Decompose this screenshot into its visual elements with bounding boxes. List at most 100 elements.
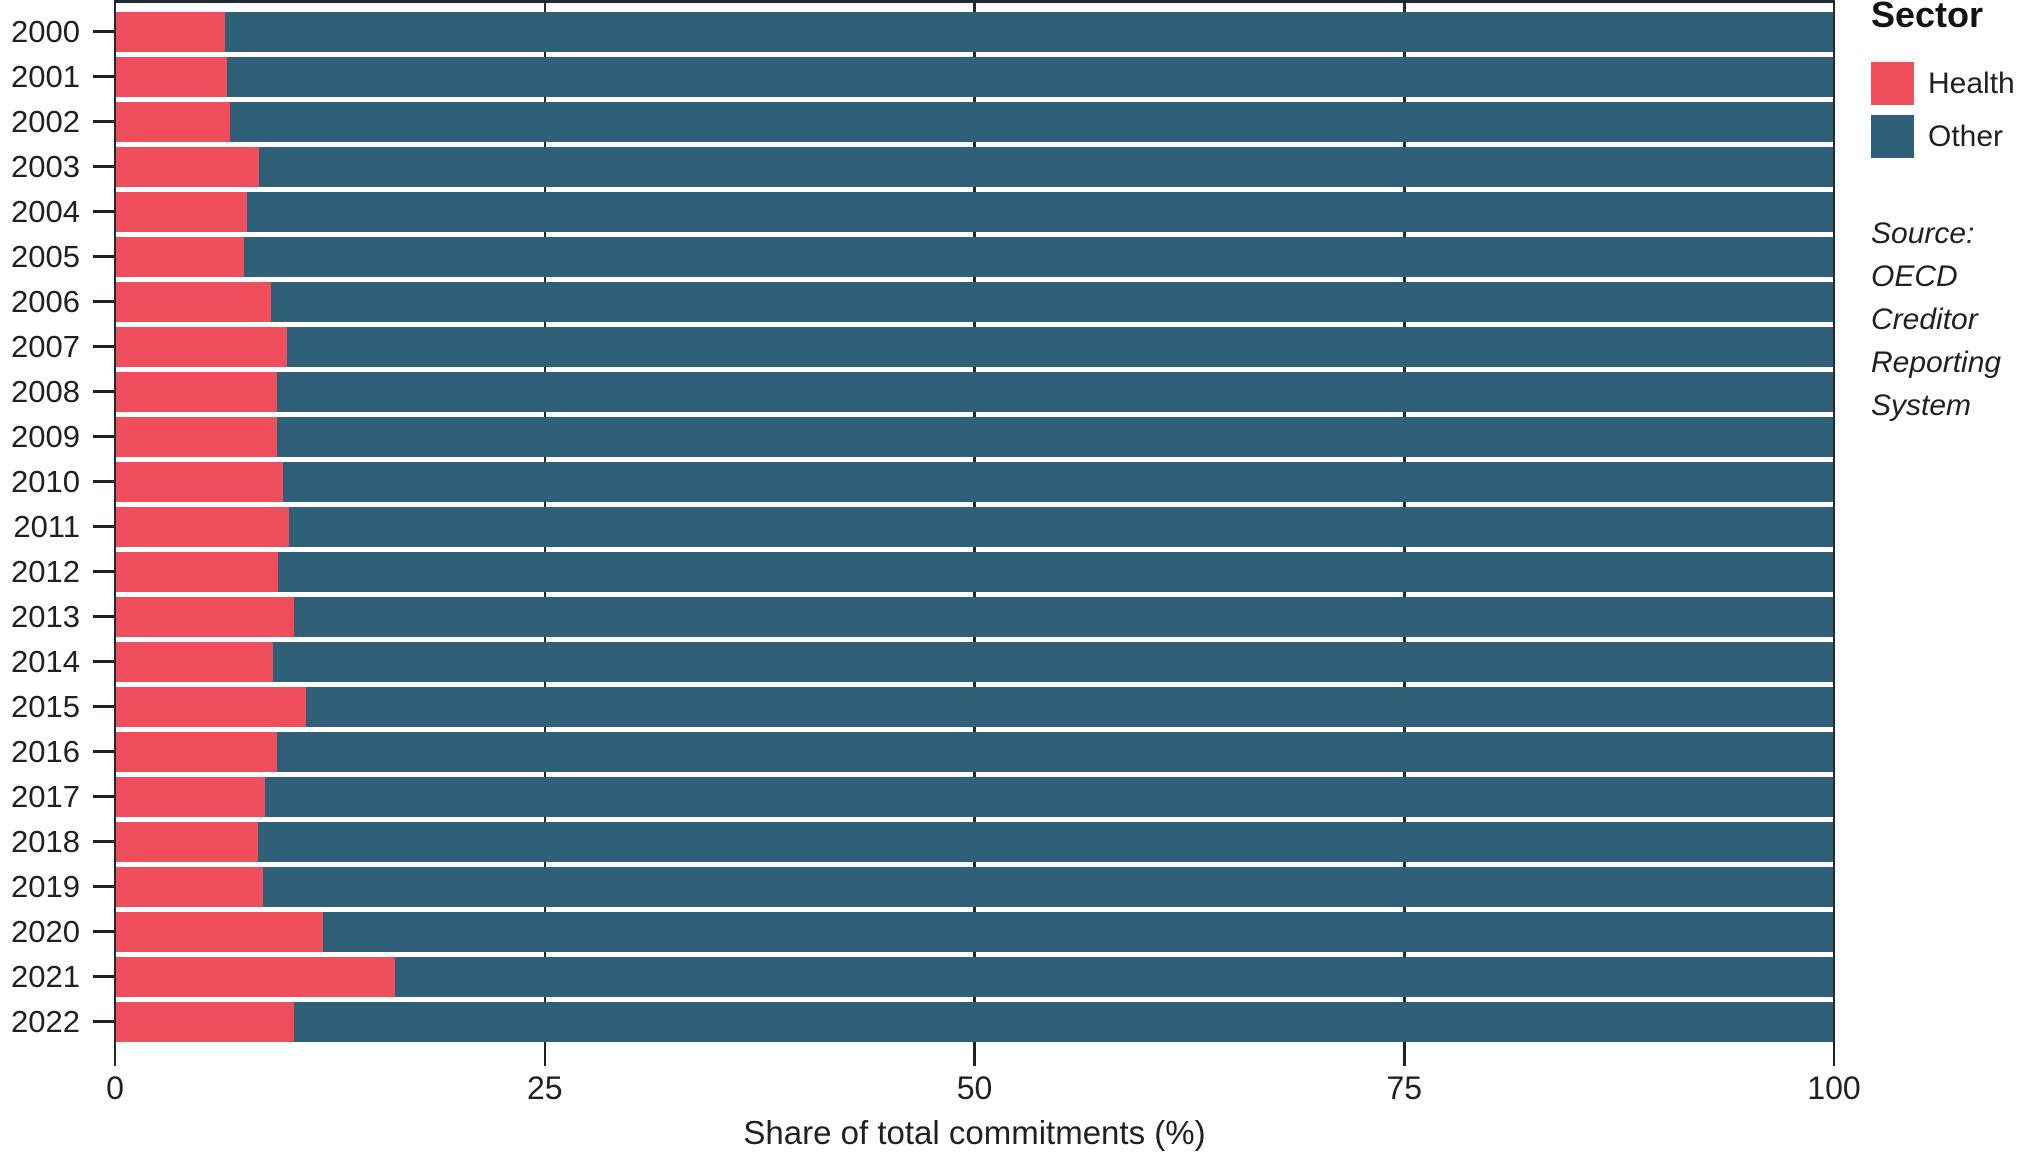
bar-row-2020 (115, 911, 1834, 952)
x-axis-tick-label-50: 50 (956, 1070, 993, 1106)
bar-segment-other-2017 (264, 776, 1834, 817)
source-note-line-5: System (1871, 389, 1972, 422)
y-tick-2017 (93, 795, 115, 798)
y-axis-label-2002: 2002 (11, 104, 80, 139)
y-tick-2010 (93, 480, 115, 483)
bar-segment-health-2013 (115, 596, 294, 637)
bar-segment-other-2002 (230, 101, 1834, 142)
y-axis-label-2022: 2022 (11, 1004, 80, 1039)
bar-segment-other-2009 (276, 416, 1834, 457)
y-axis-label-2013: 2013 (11, 599, 80, 634)
x-tick-25 (543, 1041, 546, 1066)
source-note-line-3: Creditor (1871, 303, 1978, 336)
bar-segment-other-2020 (322, 911, 1834, 952)
bar-segment-other-2015 (305, 686, 1834, 727)
bar-segment-health-2011 (115, 506, 289, 547)
legend-title: Sector (1871, 0, 1984, 35)
bar-segment-other-2021 (395, 956, 1834, 997)
bar-segment-other-2019 (262, 866, 1834, 907)
bar-row-2003 (115, 146, 1834, 187)
y-tick-2020 (93, 930, 115, 933)
bar-segment-health-2009 (115, 416, 277, 457)
y-axis-label-2019: 2019 (11, 869, 80, 904)
y-tick-2019 (93, 885, 115, 888)
y-axis-label-2010: 2010 (11, 464, 80, 499)
y-axis-label-2020: 2020 (11, 914, 80, 949)
legend-label-health: Health (1928, 66, 2015, 100)
bar-segment-other-2013 (293, 596, 1834, 637)
bar-row-2005 (115, 236, 1834, 277)
y-tick-2007 (93, 345, 115, 348)
source-note-line-4: Reporting (1871, 346, 2002, 379)
y-tick-2003 (93, 165, 115, 168)
bar-row-2008 (115, 371, 1834, 412)
y-tick-2022 (93, 1020, 115, 1023)
bar-segment-other-2003 (259, 146, 1834, 187)
bar-segment-health-2007 (115, 326, 287, 367)
bar-row-2002 (115, 101, 1834, 142)
bar-row-2013 (115, 596, 1834, 637)
bar-segment-health-2004 (115, 191, 248, 232)
bar-segment-other-2014 (273, 641, 1834, 682)
y-axis-label-2017: 2017 (11, 779, 80, 814)
bar-segment-health-2019 (115, 866, 263, 907)
bar-segment-health-2022 (115, 1001, 294, 1042)
bar-row-2011 (115, 506, 1834, 547)
legend-swatch-health (1871, 62, 1914, 105)
bar-segment-other-2011 (288, 506, 1834, 547)
y-axis-label-2016: 2016 (11, 734, 80, 769)
bar-segment-health-2015 (115, 686, 306, 727)
bar-row-2010 (115, 461, 1834, 502)
bar-segment-other-2022 (293, 1001, 1834, 1042)
x-axis-tick-label-75: 75 (1386, 1070, 1423, 1106)
bar-row-2012 (115, 551, 1834, 592)
source-note: Source: OECD Creditor Reporting System (1871, 212, 2001, 427)
legend-item-health: Health (1871, 62, 2025, 105)
bar-segment-health-2017 (115, 776, 265, 817)
bar-segment-other-2018 (257, 821, 1834, 862)
legend: Sector Health Other Source: OECD Creditor Re… (1871, 0, 2025, 1161)
legend-item-other: Other (1871, 115, 2025, 158)
y-tick-2016 (93, 750, 115, 753)
y-axis-label-2006: 2006 (11, 284, 80, 319)
bar-segment-health-2018 (115, 821, 258, 862)
y-tick-2013 (93, 615, 115, 618)
y-axis-label-2005: 2005 (11, 239, 80, 274)
legend-swatch-other (1871, 115, 1914, 158)
x-axis-title: Share of total commitments (%) (743, 1114, 1206, 1151)
bar-segment-health-2002 (115, 101, 231, 142)
y-tick-2008 (93, 390, 115, 393)
y-tick-2002 (93, 120, 115, 123)
bar-segment-health-2006 (115, 281, 272, 322)
y-axis-label-2018: 2018 (11, 824, 80, 859)
bar-segment-health-2003 (115, 146, 260, 187)
bar-row-2019 (115, 866, 1834, 907)
y-tick-2006 (93, 300, 115, 303)
y-axis-label-2011: 2011 (13, 509, 80, 544)
bar-segment-health-2001 (115, 56, 227, 97)
y-tick-2012 (93, 570, 115, 573)
bar-row-2000 (115, 11, 1834, 52)
x-axis-tick-label-100: 100 (1807, 1070, 1861, 1106)
x-tick-75 (1403, 1041, 1406, 1066)
bar-row-2016 (115, 731, 1834, 772)
bar-segment-other-2008 (276, 371, 1834, 412)
y-axis-label-2001: 2001 (11, 59, 80, 94)
bar-row-2001 (115, 56, 1834, 97)
y-tick-2018 (93, 840, 115, 843)
source-note-line-2: OECD (1871, 260, 1958, 293)
x-tick-100 (1832, 1041, 1836, 1066)
y-axis-label-2007: 2007 (11, 329, 80, 364)
y-tick-2011 (93, 525, 115, 528)
bar-row-2015 (115, 686, 1834, 727)
y-tick-2009 (93, 435, 115, 438)
y-tick-2001 (93, 75, 115, 78)
bar-segment-health-2012 (115, 551, 279, 592)
y-axis-label-2015: 2015 (11, 689, 80, 724)
gridline-100 (1832, 0, 1836, 1042)
y-axis-label-2009: 2009 (11, 419, 80, 454)
legend-label-other: Other (1928, 119, 2004, 153)
bar-segment-other-2016 (276, 731, 1834, 772)
source-note-line-1: Source: (1871, 217, 1975, 250)
